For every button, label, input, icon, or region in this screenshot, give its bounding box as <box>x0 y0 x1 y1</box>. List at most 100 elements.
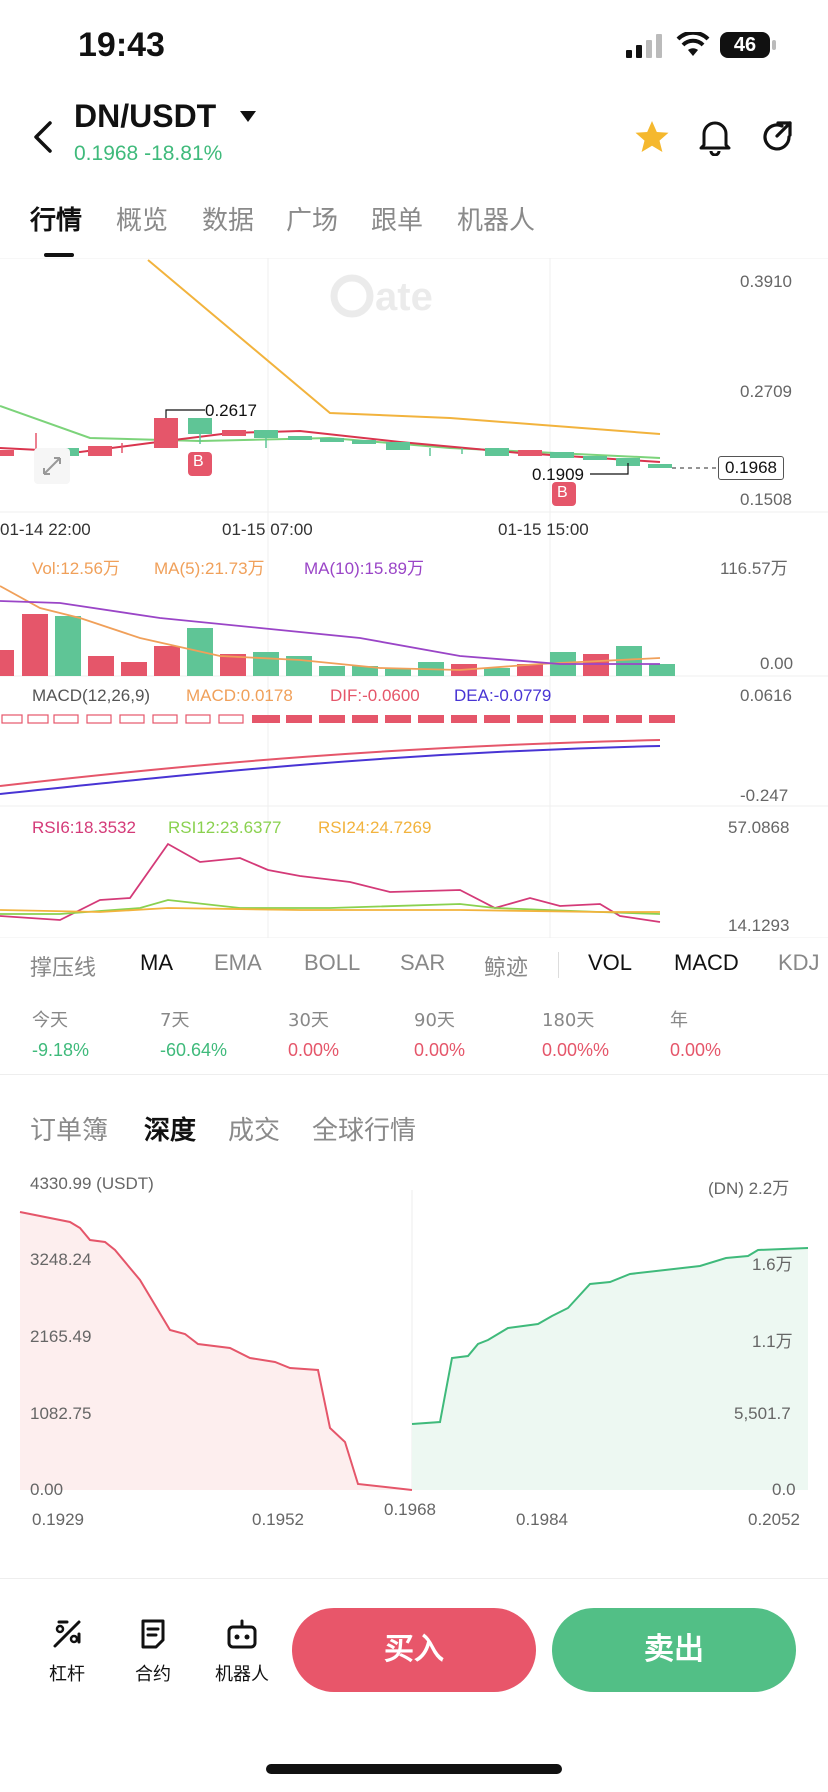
tab-trades[interactable]: 成交 <box>228 1116 281 1146</box>
sell-button[interactable]: 卖出 <box>552 1608 796 1692</box>
leverage-label: 杠杆 <box>49 1664 85 1685</box>
macd-dea: DEA:-0.0779 <box>454 686 552 705</box>
indicator-kdj[interactable]: KDJ <box>778 950 820 975</box>
perf-value: 0.00% <box>414 1040 466 1060</box>
depth-x-label: 0.1952 <box>252 1510 304 1529</box>
last-price: 0.1968 <box>74 142 139 165</box>
section-divider <box>0 1074 828 1075</box>
buy-button[interactable]: 买入 <box>292 1608 536 1692</box>
rsi-axis-max: 57.0868 <box>728 818 790 837</box>
bots-button[interactable]: 机器人 <box>206 1618 278 1686</box>
battery-tip <box>772 40 776 50</box>
perf-value: 0.00% <box>670 1040 722 1060</box>
perf-period: 90天 <box>414 1010 455 1031</box>
main-tabs: 行情 概览 数据 广场 跟单 机器人 <box>30 200 810 260</box>
status-time: 19:43 <box>78 26 165 64</box>
tab-data[interactable]: 数据 <box>202 206 255 236</box>
depth-left-top: 4330.99 (USDT) <box>30 1174 154 1193</box>
x-axis-label: 01-15 15:00 <box>498 520 589 539</box>
macd-bars <box>1 714 675 724</box>
rsi12-label: RSI12:23.6377 <box>168 818 282 837</box>
perf-period: 30天 <box>288 1010 329 1031</box>
price-change: 0.1968 -18.81% <box>74 142 222 166</box>
x-axis-label: 01-15 07:00 <box>222 520 313 539</box>
depth-right-axis: 5,501.7 <box>734 1404 791 1423</box>
price-axis-low: 0.1508 <box>740 490 792 509</box>
wifi-icon <box>676 32 710 56</box>
perf-period: 今天 <box>32 1010 68 1031</box>
gate-watermark: ate <box>330 274 433 319</box>
share-icon[interactable] <box>760 120 794 154</box>
document-icon <box>141 1619 165 1649</box>
indicator-vol[interactable]: VOL <box>588 950 633 975</box>
leverage-button[interactable]: 杠杆 <box>32 1618 102 1686</box>
tab-overview[interactable]: 概览 <box>116 206 169 236</box>
vol-ma5-label: MA(5):21.73万 <box>154 559 265 578</box>
current-price-tag: 0.1968 <box>718 456 784 480</box>
indicator-ma[interactable]: MA <box>140 950 173 975</box>
depth-left-axis: 0.00 <box>30 1480 64 1499</box>
perf-value: -60.64% <box>160 1040 228 1060</box>
change-percent: -18.81% <box>144 142 223 165</box>
vol-axis-min: 0.00 <box>760 654 794 673</box>
tab-underline <box>44 253 74 257</box>
battery-icon: 46 <box>720 32 770 58</box>
tab-depth[interactable]: 深度 <box>144 1116 197 1146</box>
depth-x-label: 0.1929 <box>32 1510 84 1529</box>
indicator-boll[interactable]: BOLL <box>304 950 361 975</box>
macd-dif: DIF:-0.0600 <box>330 686 420 705</box>
vol-axis-max: 116.57万 <box>720 559 788 578</box>
x-axis-label: 01-14 22:00 <box>0 520 91 539</box>
buy-marker: B <box>193 453 204 470</box>
macd-axis-min: -0.247 <box>740 786 789 805</box>
vol-ma10-label: MA(10):15.89万 <box>304 559 424 578</box>
depth-x-label: 0.2052 <box>748 1510 800 1529</box>
tab-bots[interactable]: 机器人 <box>457 206 536 236</box>
depth-chart[interactable] <box>0 1180 828 1510</box>
depth-right-axis: 1.1万 <box>752 1332 793 1351</box>
macd-title: MACD(12,26,9) <box>32 686 151 705</box>
indicator-sar[interactable]: SAR <box>400 950 446 975</box>
perf-value: 0.00% <box>288 1040 340 1060</box>
macd-value: MACD:0.0178 <box>186 686 293 705</box>
tab-copy-trading[interactable]: 跟单 <box>371 206 424 236</box>
indicator-ema[interactable]: EMA <box>214 950 262 975</box>
depth-x-label: 0.1984 <box>516 1510 568 1529</box>
chevron-down-icon[interactable] <box>240 111 256 123</box>
price-axis-mid: 0.2709 <box>740 382 792 401</box>
rsi-axis-min: 14.1293 <box>728 916 790 935</box>
star-icon[interactable] <box>634 120 670 154</box>
buy-marker: B <box>557 484 568 501</box>
back-icon[interactable] <box>30 120 54 154</box>
perf-period: 年 <box>670 1010 688 1031</box>
perf-period: 7天 <box>160 1010 190 1031</box>
signal-icon <box>626 34 662 58</box>
price-axis-high: 0.3910 <box>740 272 792 291</box>
tab-square[interactable]: 广场 <box>286 206 339 236</box>
bell-icon[interactable] <box>698 118 732 156</box>
depth-left-axis: 3248.24 <box>30 1250 92 1269</box>
svg-text:ate: ate <box>375 275 433 319</box>
low-price-label: 0.1909 <box>532 465 584 484</box>
perf-period: 180天 <box>542 1010 595 1031</box>
indicator-support-resistance[interactable]: 撑压线 <box>30 955 97 980</box>
leverage-icon <box>53 1620 81 1648</box>
depth-left-axis: 1082.75 <box>30 1404 92 1423</box>
indicator-macd[interactable]: MACD <box>674 950 739 975</box>
futures-label: 合约 <box>135 1664 171 1685</box>
bots-label: 机器人 <box>215 1664 269 1685</box>
futures-button[interactable]: 合约 <box>118 1618 188 1686</box>
depth-left-axis: 2165.49 <box>30 1327 92 1346</box>
tab-orderbook[interactable]: 订单簿 <box>30 1116 109 1146</box>
pair-title[interactable]: DN/USDT <box>74 98 217 134</box>
expand-icon[interactable] <box>34 448 70 484</box>
tab-global-market[interactable]: 全球行情 <box>312 1116 417 1146</box>
tab-market[interactable]: 行情 <box>30 206 83 236</box>
depth-x-label: 0.1968 <box>384 1500 436 1519</box>
depth-right-top: (DN) 2.2万 <box>708 1179 790 1198</box>
macd-axis-max: 0.0616 <box>740 686 792 705</box>
indicator-whale[interactable]: 鲸迹 <box>484 955 529 980</box>
rsi6-label: RSI6:18.3532 <box>32 818 136 837</box>
bottom-divider <box>0 1578 828 1579</box>
status-bar: 19:43 46 <box>0 0 828 96</box>
